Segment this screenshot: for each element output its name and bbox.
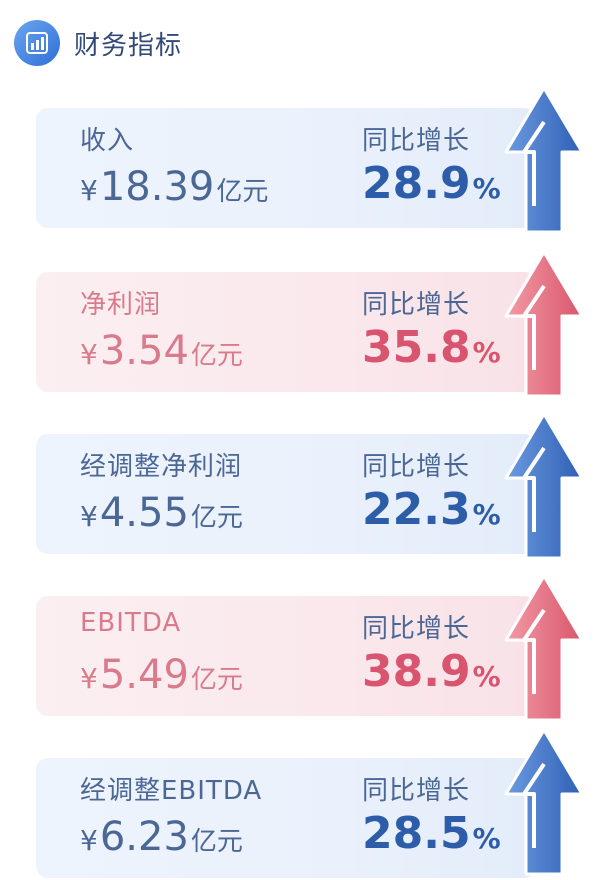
currency-symbol: ¥ [80, 338, 98, 371]
metric-card-net-profit: 净利润 ¥ 3.54 亿元 同比增长 35.8 % [36, 272, 536, 392]
yoy-percent: % [472, 172, 501, 205]
yoy-growth: 38.9 % [362, 646, 501, 697]
metric-unit: 亿元 [190, 503, 243, 533]
up-arrow-icon [504, 250, 584, 398]
currency-symbol: ¥ [80, 662, 98, 695]
metric-label: 收入 [80, 126, 135, 156]
yoy-label: 同比增长 [362, 126, 471, 156]
bar-chart-icon [14, 20, 60, 66]
metric-label: 经调整EBITDA [80, 776, 263, 806]
yoy-value: 28.9 [362, 158, 471, 209]
currency-symbol: ¥ [80, 500, 98, 533]
metric-unit: 亿元 [190, 827, 243, 857]
up-arrow-icon [504, 728, 584, 876]
metric-amount: ¥ 5.49 亿元 [80, 652, 243, 698]
yoy-percent: % [472, 822, 501, 855]
yoy-growth: 22.3 % [362, 484, 501, 535]
metric-value: 6.23 [99, 814, 189, 860]
yoy-percent: % [472, 498, 501, 531]
metric-card-ebitda: EBITDA ¥ 5.49 亿元 同比增长 38.9 % [36, 596, 536, 716]
currency-symbol: ¥ [80, 824, 98, 857]
metric-value: 4.55 [99, 490, 189, 536]
up-arrow-icon [504, 412, 584, 560]
metric-label: EBITDA [80, 608, 182, 638]
metric-value: 5.49 [99, 652, 189, 698]
yoy-growth: 28.5 % [362, 808, 501, 859]
yoy-percent: % [472, 336, 501, 369]
metric-amount: ¥ 4.55 亿元 [80, 490, 243, 536]
yoy-label: 同比增长 [362, 290, 471, 320]
yoy-value: 35.8 [362, 322, 471, 373]
yoy-label: 同比增长 [362, 614, 471, 644]
yoy-label: 同比增长 [362, 452, 471, 482]
up-arrow-icon [504, 574, 584, 722]
yoy-value: 22.3 [362, 484, 471, 535]
yoy-percent: % [472, 660, 501, 693]
yoy-label: 同比增长 [362, 776, 471, 806]
yoy-growth: 35.8 % [362, 322, 501, 373]
metric-card-adjusted-ebitda: 经调整EBITDA ¥ 6.23 亿元 同比增长 28.5 % [36, 758, 536, 878]
yoy-value: 28.5 [362, 808, 471, 859]
yoy-growth: 28.9 % [362, 158, 501, 209]
metric-value: 3.54 [99, 328, 189, 374]
metric-amount: ¥ 18.39 亿元 [80, 164, 268, 210]
metric-unit: 亿元 [190, 665, 243, 695]
metric-label: 经调整净利润 [80, 452, 243, 482]
metric-unit: 亿元 [216, 177, 269, 207]
metric-amount: ¥ 3.54 亿元 [80, 328, 243, 374]
currency-symbol: ¥ [80, 174, 98, 207]
metric-unit: 亿元 [190, 341, 243, 371]
metric-card-revenue: 收入 ¥ 18.39 亿元 同比增长 28.9 % [36, 108, 536, 228]
metric-value: 18.39 [99, 164, 215, 210]
metric-amount: ¥ 6.23 亿元 [80, 814, 243, 860]
yoy-value: 38.9 [362, 646, 471, 697]
metric-card-adjusted-net-profit: 经调整净利润 ¥ 4.55 亿元 同比增长 22.3 % [36, 434, 536, 554]
up-arrow-icon [504, 86, 584, 234]
section-title: 财务指标 [74, 30, 183, 61]
section-header: 财务指标 [14, 20, 182, 66]
metric-label: 净利润 [80, 290, 162, 320]
